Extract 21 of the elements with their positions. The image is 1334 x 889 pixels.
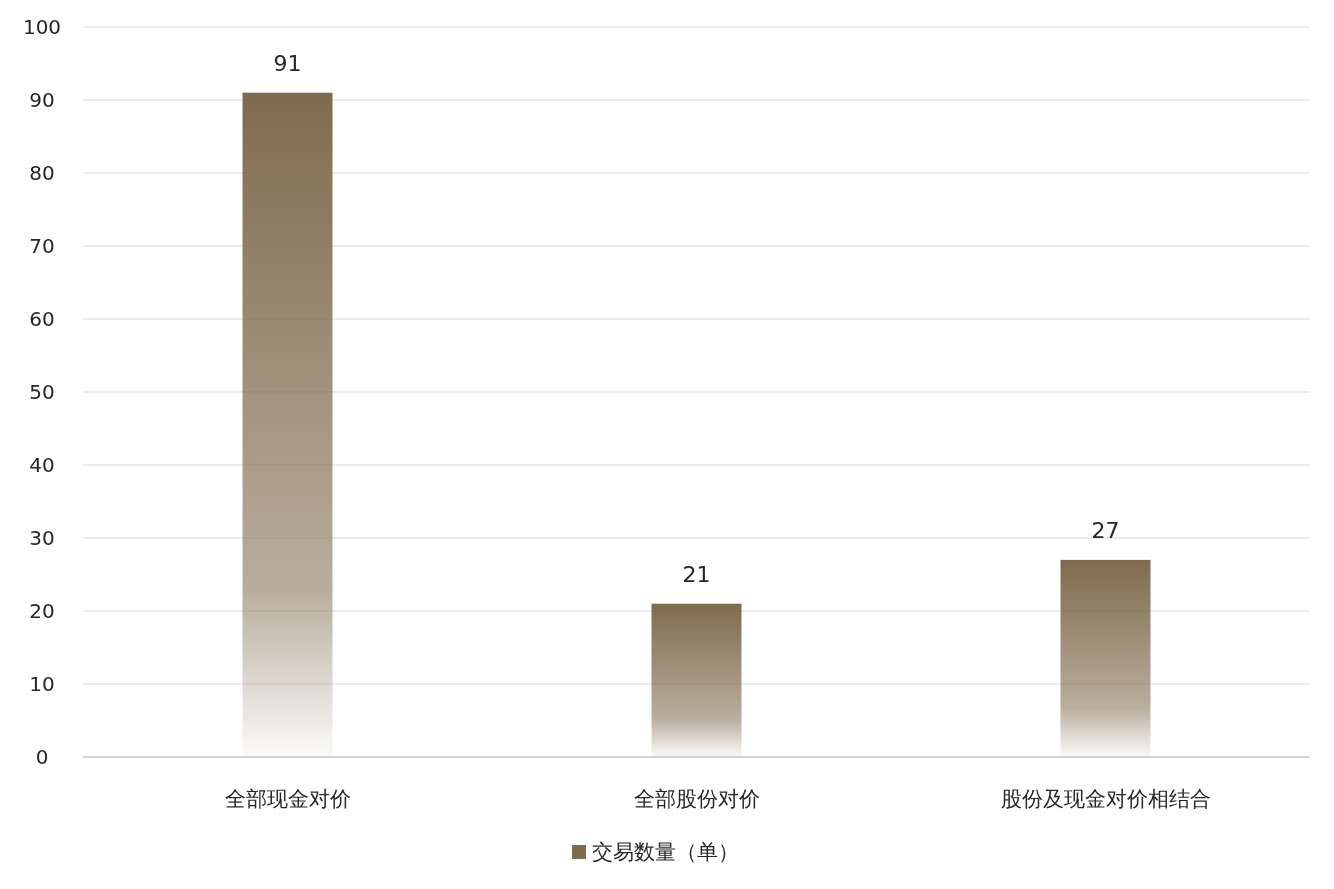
y-tick-label: 60 xyxy=(29,307,55,331)
y-tick-label: 100 xyxy=(22,15,62,39)
data-label: 91 xyxy=(273,50,302,76)
data-label: 21 xyxy=(682,561,711,587)
y-tick-label: 30 xyxy=(29,526,55,550)
y-tick-label: 40 xyxy=(29,453,55,477)
x-tick-label: 全部股份对价 xyxy=(633,787,760,811)
y-tick-label: 50 xyxy=(29,380,55,404)
bar xyxy=(1060,559,1151,757)
y-tick-label: 90 xyxy=(29,88,55,112)
data-label: 27 xyxy=(1091,517,1120,543)
y-tick-label: 20 xyxy=(29,599,55,623)
legend-label: 交易数量（单） xyxy=(592,840,739,864)
bar xyxy=(242,92,333,757)
x-tick-label: 全部现金对价 xyxy=(224,787,351,811)
y-tick-label: 0 xyxy=(35,745,49,769)
x-tick-label: 股份及现金对价相结合 xyxy=(1000,787,1211,811)
y-tick-label: 10 xyxy=(29,672,55,696)
y-tick-label: 70 xyxy=(29,234,55,258)
y-tick-label: 80 xyxy=(29,161,55,185)
bar xyxy=(651,603,742,757)
